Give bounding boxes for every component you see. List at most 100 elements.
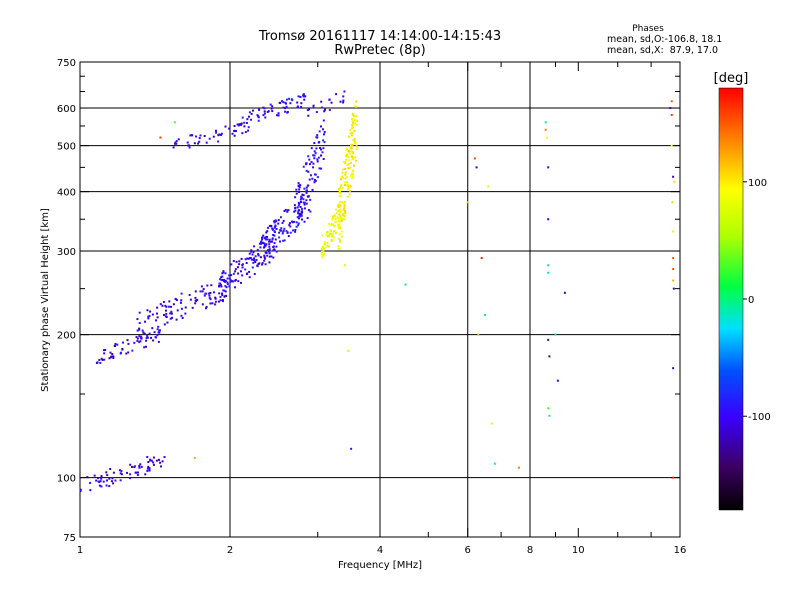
data-point: [281, 221, 284, 224]
data-point: [139, 340, 142, 343]
data-point: [93, 474, 96, 477]
data-point: [303, 98, 306, 101]
data-point: [312, 154, 315, 157]
data-point: [268, 224, 271, 227]
data-point: [237, 124, 240, 127]
data-point: [98, 484, 101, 487]
data-point: [340, 175, 343, 178]
data-point: [264, 116, 267, 119]
data-point: [346, 188, 349, 191]
data-point: [544, 128, 547, 131]
data-point: [140, 335, 143, 338]
data-point: [355, 105, 358, 108]
data-point: [335, 220, 338, 223]
data-point: [246, 272, 249, 275]
data-point: [330, 101, 333, 104]
data-point: [314, 152, 317, 155]
data-point: [352, 115, 355, 118]
data-point: [347, 167, 350, 170]
data-point: [349, 161, 352, 164]
data-point: [138, 328, 141, 331]
data-point: [282, 239, 285, 242]
data-point: [119, 472, 122, 475]
data-point: [220, 285, 223, 288]
data-point: [342, 209, 345, 212]
data-point: [228, 277, 231, 280]
data-point: [205, 141, 208, 144]
data-point: [224, 294, 227, 297]
data-point: [321, 151, 324, 154]
data-point: [287, 235, 290, 238]
data-point: [204, 292, 207, 295]
data-point: [228, 285, 231, 288]
data-point: [288, 97, 291, 100]
data-point: [146, 334, 149, 337]
data-point: [305, 199, 308, 202]
data-point: [303, 203, 306, 206]
data-point: [272, 233, 275, 236]
data-point: [352, 173, 355, 176]
data-point: [296, 101, 299, 104]
data-point: [243, 125, 246, 128]
data-point: [343, 212, 346, 215]
data-point: [174, 141, 177, 144]
data-point: [316, 160, 319, 163]
data-point: [158, 329, 161, 332]
data-point: [126, 339, 129, 342]
data-point: [330, 222, 333, 225]
data-point: [253, 257, 256, 260]
data-point: [328, 109, 331, 112]
data-point: [222, 280, 225, 283]
data-point: [490, 422, 493, 425]
data-point: [323, 252, 326, 255]
data-point: [127, 342, 130, 345]
data-point: [234, 268, 237, 271]
data-point: [266, 254, 269, 257]
data-point: [103, 358, 106, 361]
data-point: [302, 95, 305, 98]
data-point: [222, 271, 225, 274]
data-point: [298, 202, 301, 205]
data-point: [313, 157, 316, 160]
data-point: [343, 207, 346, 210]
data-point: [266, 238, 269, 241]
data-point: [323, 110, 326, 113]
data-point: [286, 210, 289, 213]
data-point: [99, 361, 102, 364]
data-point: [563, 291, 566, 294]
data-point: [350, 134, 353, 137]
data-point: [339, 178, 342, 181]
data-point: [320, 247, 323, 250]
data-point: [351, 123, 354, 126]
data-point: [333, 214, 336, 217]
data-point: [219, 283, 222, 286]
data-point: [268, 252, 271, 255]
data-point: [223, 295, 226, 298]
data-point: [554, 333, 557, 336]
data-point: [164, 309, 167, 312]
data-point: [168, 300, 171, 303]
y-tick-label: 300: [57, 247, 76, 258]
data-point: [148, 469, 151, 472]
data-point: [343, 162, 346, 165]
data-point: [297, 95, 300, 98]
data-point: [275, 250, 278, 253]
data-point: [310, 161, 313, 164]
data-point: [146, 469, 149, 472]
data-point: [180, 299, 183, 302]
data-point: [355, 144, 358, 147]
data-point: [114, 479, 117, 482]
data-point: [135, 471, 138, 474]
data-point: [252, 109, 255, 112]
data-point: [293, 220, 296, 223]
data-point: [339, 227, 342, 230]
data-point: [237, 280, 240, 283]
data-point: [234, 278, 237, 281]
data-point: [273, 230, 276, 233]
data-point: [225, 286, 228, 289]
data-point: [347, 185, 350, 188]
data-point: [254, 261, 257, 264]
data-point: [136, 339, 139, 342]
data-point: [100, 357, 103, 360]
data-point: [341, 186, 344, 189]
